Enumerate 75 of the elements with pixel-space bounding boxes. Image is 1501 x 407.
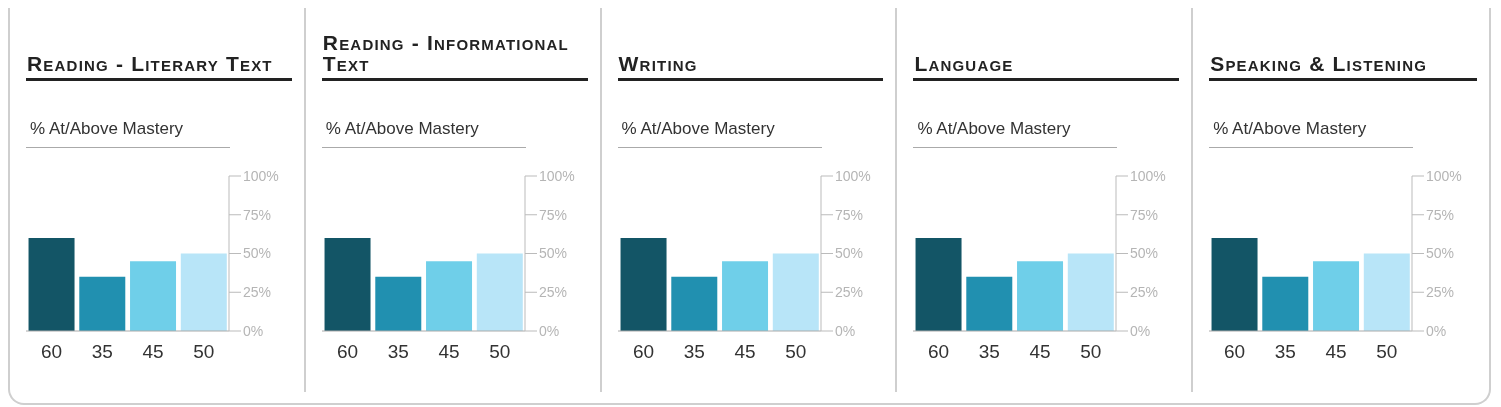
- y-axis-title: % At/Above Mastery: [913, 119, 1118, 148]
- y-tick-label: 25%: [538, 284, 567, 301]
- bar: [721, 261, 768, 331]
- bar: [425, 261, 472, 331]
- bar: [915, 238, 962, 331]
- data-label: 50: [1376, 341, 1398, 362]
- y-tick-label: 0%: [1130, 322, 1151, 339]
- y-tick-label: 100%: [1130, 167, 1167, 184]
- bar: [1068, 253, 1115, 331]
- bar: [476, 253, 523, 331]
- y-tick-label: 75%: [1426, 206, 1455, 223]
- bar: [670, 276, 717, 331]
- y-tick-label: 25%: [1130, 284, 1159, 301]
- bar: [966, 276, 1013, 331]
- data-label: 50: [489, 341, 511, 362]
- data-label: 35: [387, 341, 409, 362]
- y-tick-label: 50%: [1426, 245, 1455, 262]
- y-tick-label: 100%: [1426, 167, 1462, 184]
- data-label: 60: [632, 341, 654, 362]
- data-label: 60: [336, 341, 358, 362]
- y-tick-label: 100%: [834, 167, 871, 184]
- chart-title: Reading - Informational Text: [322, 31, 570, 75]
- data-label: 50: [1080, 341, 1102, 362]
- data-label: 60: [1224, 341, 1246, 362]
- y-tick-label: 50%: [1130, 245, 1159, 262]
- chart-title: Speaking & Listening: [1210, 52, 1428, 75]
- bar: [772, 253, 819, 331]
- bar: [1363, 253, 1410, 331]
- bar: [1017, 261, 1064, 331]
- y-tick-label: 0%: [834, 322, 855, 339]
- data-label: 60: [928, 341, 950, 362]
- bar: [324, 238, 371, 331]
- chart-title: Language: [914, 52, 1014, 75]
- y-axis-title: % At/Above Mastery: [1209, 119, 1414, 148]
- y-tick-label: 50%: [538, 245, 567, 262]
- bar: [375, 276, 422, 331]
- y-tick-label: 75%: [1130, 206, 1159, 223]
- data-label: 35: [1274, 341, 1297, 362]
- y-tick-label: 0%: [243, 322, 264, 339]
- bar: [1313, 261, 1360, 331]
- data-label: 45: [142, 341, 164, 362]
- y-tick-label: 75%: [834, 206, 863, 223]
- y-axis-title: % At/Above Mastery: [617, 119, 822, 148]
- y-axis-title: % At/Above Mastery: [26, 119, 230, 148]
- y-tick-label: 0%: [1426, 322, 1447, 339]
- data-label: 35: [91, 341, 113, 362]
- y-tick-label: 100%: [243, 167, 279, 184]
- data-label: 35: [979, 341, 1001, 362]
- y-tick-label: 25%: [1426, 284, 1455, 301]
- y-tick-label: 75%: [243, 206, 272, 223]
- chart-title: Reading - Literary Text: [27, 52, 273, 75]
- y-tick-label: 25%: [243, 284, 272, 301]
- bar: [1211, 238, 1258, 331]
- bar: [28, 238, 75, 331]
- y-tick-label: 50%: [243, 245, 272, 262]
- data-label: 45: [438, 341, 460, 362]
- data-label: 35: [683, 341, 705, 362]
- data-label: 45: [1325, 341, 1347, 362]
- y-tick-label: 75%: [538, 206, 567, 223]
- y-tick-label: 0%: [538, 322, 560, 339]
- bar: [79, 276, 126, 331]
- bar: [1262, 276, 1309, 331]
- bar: [180, 253, 227, 331]
- data-label: 50: [784, 341, 806, 362]
- y-tick-label: 100%: [538, 167, 575, 184]
- bar: [620, 238, 667, 331]
- data-label: 50: [193, 341, 215, 362]
- data-label: 60: [40, 341, 63, 362]
- y-tick-label: 25%: [834, 284, 863, 301]
- y-axis-title: % At/Above Mastery: [321, 119, 526, 148]
- bar: [130, 261, 177, 331]
- data-label: 45: [734, 341, 756, 362]
- chart-title: Writing: [618, 52, 698, 75]
- y-tick-label: 50%: [834, 245, 863, 262]
- data-label: 45: [1029, 341, 1051, 362]
